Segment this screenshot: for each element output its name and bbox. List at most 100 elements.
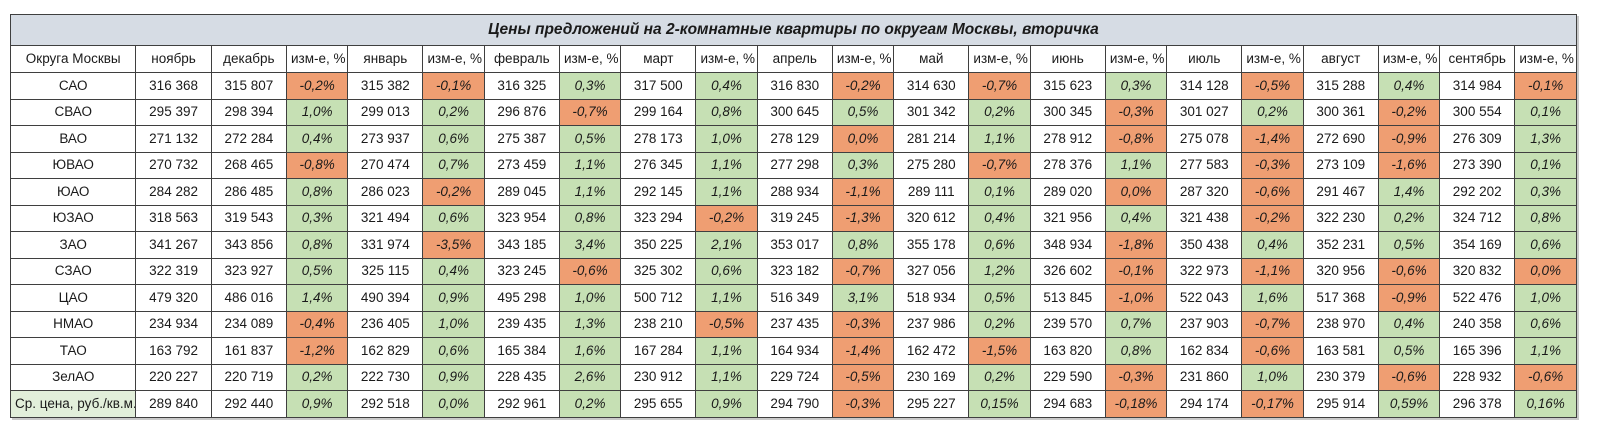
table-body: САО 316 368 315 807 -0,2% 315 382 -0,1% 316 32…: [9, 72, 1577, 418]
price-cell: 276 309: [1439, 125, 1516, 153]
change-column-header: изм-е, %: [422, 45, 485, 73]
price-cell: 237 903: [1166, 310, 1243, 338]
change-cell: 1,1%: [1514, 337, 1577, 365]
change-cell: 0,6%: [422, 337, 485, 365]
price-cell: 300 361: [1302, 98, 1379, 126]
district-label: ВАО: [9, 125, 137, 153]
change-cell: 1,1%: [695, 363, 758, 391]
change-cell: 0,9%: [285, 390, 349, 418]
change-cell: 0,5%: [831, 98, 895, 126]
change-cell: 0,5%: [1377, 337, 1441, 365]
district-label: ЮВАО: [9, 151, 137, 179]
price-cell: 273 390: [1439, 151, 1516, 179]
price-cell: 322 230: [1302, 204, 1379, 232]
change-cell: -1,4%: [1241, 125, 1304, 153]
change-cell: 0,3%: [831, 151, 895, 179]
price-cell: 292 145: [620, 178, 697, 206]
change-cell: -0,1%: [1514, 72, 1577, 100]
change-cell: 1,1%: [1104, 151, 1168, 179]
price-cell: 343 856: [210, 231, 287, 259]
price-cell: 238 970: [1302, 310, 1379, 338]
price-cell: 165 384: [483, 337, 560, 365]
month-column-header: ноябрь: [135, 45, 212, 73]
district-label: ЗелАО: [9, 363, 137, 391]
summary-row: Ср. цена, руб./кв.м. 289 840 292 440 0,9% 29…: [9, 390, 1577, 418]
change-cell: 0,4%: [695, 72, 758, 100]
price-cell: 352 231: [1302, 231, 1379, 259]
change-cell: 0,4%: [1104, 204, 1168, 232]
change-cell: -0,3%: [1104, 98, 1168, 126]
price-cell: 239 435: [483, 310, 560, 338]
price-cell: 322 973: [1166, 257, 1243, 285]
change-cell: 1,0%: [285, 98, 349, 126]
price-cell: 341 267: [135, 231, 212, 259]
month-column-header: март: [620, 45, 697, 73]
price-cell: 236 405: [347, 310, 424, 338]
price-cell: 324 712: [1439, 204, 1516, 232]
price-cell: 314 128: [1166, 72, 1243, 100]
change-cell: 1,0%: [695, 125, 758, 153]
price-cell: 271 132: [135, 125, 212, 153]
change-cell: 0,3%: [285, 204, 349, 232]
price-cell: 281 214: [893, 125, 970, 153]
change-column-header: изм-е, %: [1241, 45, 1304, 73]
price-cell: 291 467: [1302, 178, 1379, 206]
price-cell: 289 045: [483, 178, 560, 206]
change-cell: 0,2%: [1377, 204, 1441, 232]
change-cell: 1,2%: [968, 257, 1031, 285]
change-cell: 1,0%: [558, 284, 622, 312]
price-cell: 270 732: [135, 151, 212, 179]
price-cell: 321 494: [347, 204, 424, 232]
price-cell: 319 245: [756, 204, 833, 232]
district-label: СЗАО: [9, 257, 137, 285]
district-row: САО 316 368 315 807 -0,2% 315 382 -0,1% 316 32…: [9, 72, 1577, 100]
price-cell: 320 956: [1302, 257, 1379, 285]
change-cell: 0,15%: [968, 390, 1031, 418]
change-cell: 1,1%: [558, 151, 622, 179]
change-cell: -1,3%: [831, 204, 895, 232]
price-cell: 323 245: [483, 257, 560, 285]
price-cell: 301 027: [1166, 98, 1243, 126]
district-label: ТАО: [9, 337, 137, 365]
change-cell: 0,2%: [285, 363, 349, 391]
price-cell: 517 368: [1302, 284, 1379, 312]
price-cell: 300 645: [756, 98, 833, 126]
change-cell: 0,6%: [968, 231, 1031, 259]
price-cell: 273 937: [347, 125, 424, 153]
change-cell: -0,7%: [831, 257, 895, 285]
district-row: ЦАО 479 320 486 016 1,4% 490 394 0,9% 495 298 1…: [9, 284, 1577, 312]
price-cell: 316 368: [135, 72, 212, 100]
month-column-header: февраль: [483, 45, 560, 73]
change-cell: 0,7%: [422, 151, 485, 179]
price-cell: 326 602: [1029, 257, 1106, 285]
change-cell: 0,1%: [1514, 98, 1577, 126]
price-cell: 343 185: [483, 231, 560, 259]
change-cell: -0,18%: [1104, 390, 1168, 418]
change-cell: 0,6%: [1514, 310, 1577, 338]
district-row: ЮЗАО 318 563 319 543 0,3% 321 494 0,6% 323 954…: [9, 204, 1577, 232]
change-cell: 0,59%: [1377, 390, 1441, 418]
change-cell: -0,6%: [1241, 337, 1304, 365]
month-column-header: январь: [347, 45, 424, 73]
price-cell: 294 683: [1029, 390, 1106, 418]
price-cell: 513 845: [1029, 284, 1106, 312]
change-cell: 0,9%: [695, 390, 758, 418]
price-cell: 295 397: [135, 98, 212, 126]
change-cell: -0,2%: [1241, 204, 1304, 232]
price-cell: 518 934: [893, 284, 970, 312]
price-cell: 289 840: [135, 390, 212, 418]
price-cell: 295 227: [893, 390, 970, 418]
prices-table: Цены предложений на 2-комнатные квартиры…: [9, 14, 1577, 418]
change-cell: 1,6%: [1241, 284, 1304, 312]
change-cell: 0,9%: [422, 284, 485, 312]
price-cell: 348 934: [1029, 231, 1106, 259]
change-cell: -0,6%: [1514, 363, 1577, 391]
summary-label: Ср. цена, руб./кв.м.: [9, 390, 137, 418]
district-row: СВАО 295 397 298 394 1,0% 299 013 0,2% 296 876…: [9, 98, 1577, 126]
district-label: ЦАО: [9, 284, 137, 312]
price-cell: 292 440: [210, 390, 287, 418]
change-cell: -0,5%: [695, 310, 758, 338]
price-cell: 222 730: [347, 363, 424, 391]
price-cell: 240 358: [1439, 310, 1516, 338]
change-cell: -1,8%: [1104, 231, 1168, 259]
